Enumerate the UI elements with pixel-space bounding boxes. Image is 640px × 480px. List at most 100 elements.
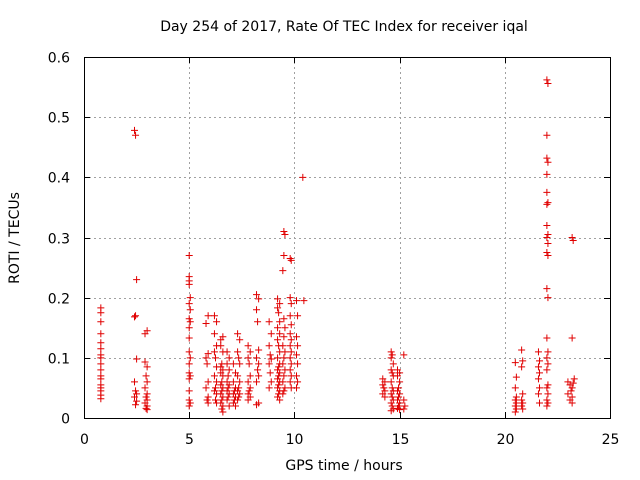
data-point xyxy=(287,360,295,368)
data-point xyxy=(534,363,542,371)
data-point xyxy=(210,312,218,320)
data-point xyxy=(534,390,542,398)
data-point xyxy=(569,237,577,245)
data-point xyxy=(519,390,527,398)
data-point xyxy=(543,384,551,392)
data-point xyxy=(274,324,282,332)
data-point xyxy=(276,330,284,338)
data-point xyxy=(185,369,193,377)
data-point xyxy=(568,399,576,407)
data-point xyxy=(401,402,409,410)
data-point xyxy=(185,360,193,368)
data-point xyxy=(281,230,289,238)
data-point xyxy=(512,373,520,381)
data-point xyxy=(519,399,527,407)
data-point xyxy=(202,354,210,362)
data-point xyxy=(279,267,287,275)
data-point xyxy=(219,408,227,416)
data-point xyxy=(234,372,242,380)
data-point xyxy=(567,387,575,395)
data-point xyxy=(235,393,243,401)
data-point xyxy=(132,387,140,395)
data-point xyxy=(286,342,294,350)
data-point xyxy=(568,334,576,342)
data-point xyxy=(142,372,150,380)
data-point xyxy=(568,384,576,392)
x-tick-label: 0 xyxy=(80,432,89,448)
data-point xyxy=(142,393,150,401)
data-point xyxy=(536,384,544,392)
data-point xyxy=(287,300,295,308)
data-point xyxy=(229,360,237,368)
data-point xyxy=(185,252,193,260)
data-point xyxy=(544,158,552,166)
data-point xyxy=(294,360,302,368)
data-point xyxy=(543,170,551,178)
data-point xyxy=(280,333,288,341)
data-point xyxy=(253,354,261,362)
data-point xyxy=(275,381,283,389)
data-point xyxy=(570,375,578,383)
data-point xyxy=(210,348,218,356)
data-point xyxy=(219,402,227,410)
data-point xyxy=(267,330,275,338)
data-point xyxy=(141,384,149,392)
data-point xyxy=(255,346,263,354)
data-point xyxy=(210,330,218,338)
data-point xyxy=(287,321,295,329)
data-point xyxy=(388,393,396,401)
data-point xyxy=(130,313,138,321)
data-point xyxy=(380,384,388,392)
data-point xyxy=(143,406,151,414)
data-point xyxy=(212,384,219,392)
data-point xyxy=(281,384,289,392)
data-point xyxy=(204,350,212,358)
data-point xyxy=(143,378,151,386)
data-point xyxy=(387,348,395,356)
data-point xyxy=(280,252,288,260)
y-tick-label: 0.5 xyxy=(48,111,70,127)
data-point xyxy=(253,378,261,386)
x-axis-label: GPS time / hours xyxy=(285,458,402,474)
x-tick-label: 15 xyxy=(392,432,410,448)
data-point xyxy=(544,348,552,356)
data-point xyxy=(254,318,262,326)
data-point xyxy=(219,333,227,341)
data-point xyxy=(265,360,273,368)
y-tick-label: 0.1 xyxy=(48,352,70,368)
data-point xyxy=(388,351,396,359)
data-point xyxy=(223,360,231,368)
data-point xyxy=(543,76,551,84)
data-point xyxy=(280,387,288,395)
data-point xyxy=(212,354,219,362)
data-point xyxy=(286,255,294,263)
data-point xyxy=(266,351,274,359)
data-point xyxy=(293,384,301,392)
data-point xyxy=(280,372,288,380)
data-point xyxy=(294,312,302,320)
data-point xyxy=(133,355,141,363)
data-point xyxy=(97,339,105,347)
data-point xyxy=(511,384,519,392)
data-point xyxy=(379,381,387,389)
data-point xyxy=(204,312,212,320)
data-point xyxy=(286,378,294,386)
data-point xyxy=(225,366,233,374)
data-point xyxy=(544,240,552,248)
data-point xyxy=(280,227,288,235)
data-point xyxy=(400,405,408,413)
data-point xyxy=(400,396,408,404)
data-point xyxy=(544,390,552,398)
data-point xyxy=(543,221,551,229)
data-point xyxy=(274,295,282,303)
data-point xyxy=(519,357,527,365)
data-point xyxy=(186,399,194,407)
data-point xyxy=(132,131,140,139)
data-point xyxy=(186,294,194,302)
data-point xyxy=(204,393,212,401)
data-point xyxy=(130,393,138,401)
data-point xyxy=(224,393,232,401)
data-point xyxy=(518,363,526,371)
data-points xyxy=(97,76,578,416)
data-point xyxy=(218,405,226,413)
